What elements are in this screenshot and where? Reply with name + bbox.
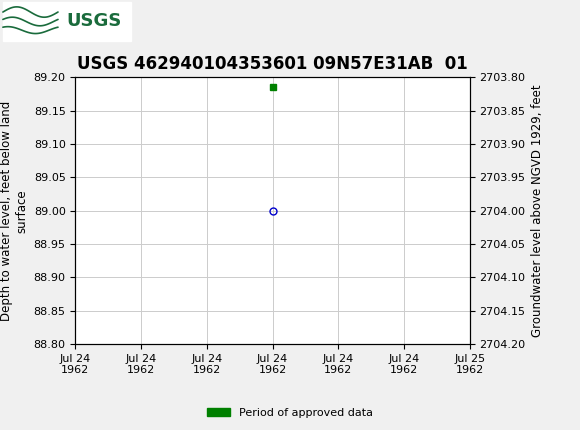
- Y-axis label: Depth to water level, feet below land
surface: Depth to water level, feet below land su…: [0, 101, 28, 321]
- Bar: [3, 2, 130, 41]
- Title: USGS 462940104353601 09N57E31AB  01: USGS 462940104353601 09N57E31AB 01: [77, 55, 468, 73]
- Y-axis label: Groundwater level above NGVD 1929, feet: Groundwater level above NGVD 1929, feet: [531, 84, 544, 337]
- Legend: Period of approved data: Period of approved data: [203, 403, 377, 422]
- Text: USGS: USGS: [67, 12, 122, 31]
